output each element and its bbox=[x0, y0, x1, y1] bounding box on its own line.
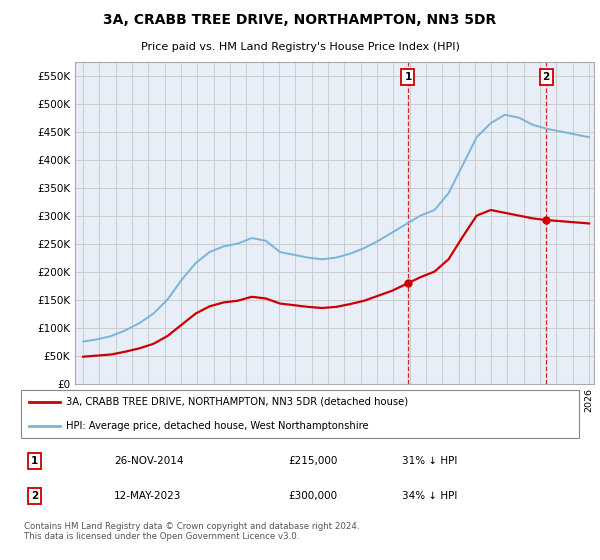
Text: £300,000: £300,000 bbox=[289, 491, 338, 501]
Text: 3A, CRABB TREE DRIVE, NORTHAMPTON, NN3 5DR (detached house): 3A, CRABB TREE DRIVE, NORTHAMPTON, NN3 5… bbox=[66, 396, 408, 407]
Text: 2: 2 bbox=[542, 72, 550, 82]
Text: 31% ↓ HPI: 31% ↓ HPI bbox=[401, 456, 457, 466]
Text: 12-MAY-2023: 12-MAY-2023 bbox=[114, 491, 181, 501]
Text: 34% ↓ HPI: 34% ↓ HPI bbox=[401, 491, 457, 501]
Text: 3A, CRABB TREE DRIVE, NORTHAMPTON, NN3 5DR: 3A, CRABB TREE DRIVE, NORTHAMPTON, NN3 5… bbox=[103, 13, 497, 27]
Text: 1: 1 bbox=[31, 456, 38, 466]
FancyBboxPatch shape bbox=[21, 390, 579, 437]
Text: 1: 1 bbox=[404, 72, 412, 82]
Text: 2: 2 bbox=[31, 491, 38, 501]
Text: £215,000: £215,000 bbox=[289, 456, 338, 466]
Text: Price paid vs. HM Land Registry's House Price Index (HPI): Price paid vs. HM Land Registry's House … bbox=[140, 43, 460, 52]
Text: HPI: Average price, detached house, West Northamptonshire: HPI: Average price, detached house, West… bbox=[66, 421, 368, 431]
Text: Contains HM Land Registry data © Crown copyright and database right 2024.
This d: Contains HM Land Registry data © Crown c… bbox=[23, 522, 359, 542]
Text: 26-NOV-2014: 26-NOV-2014 bbox=[114, 456, 184, 466]
